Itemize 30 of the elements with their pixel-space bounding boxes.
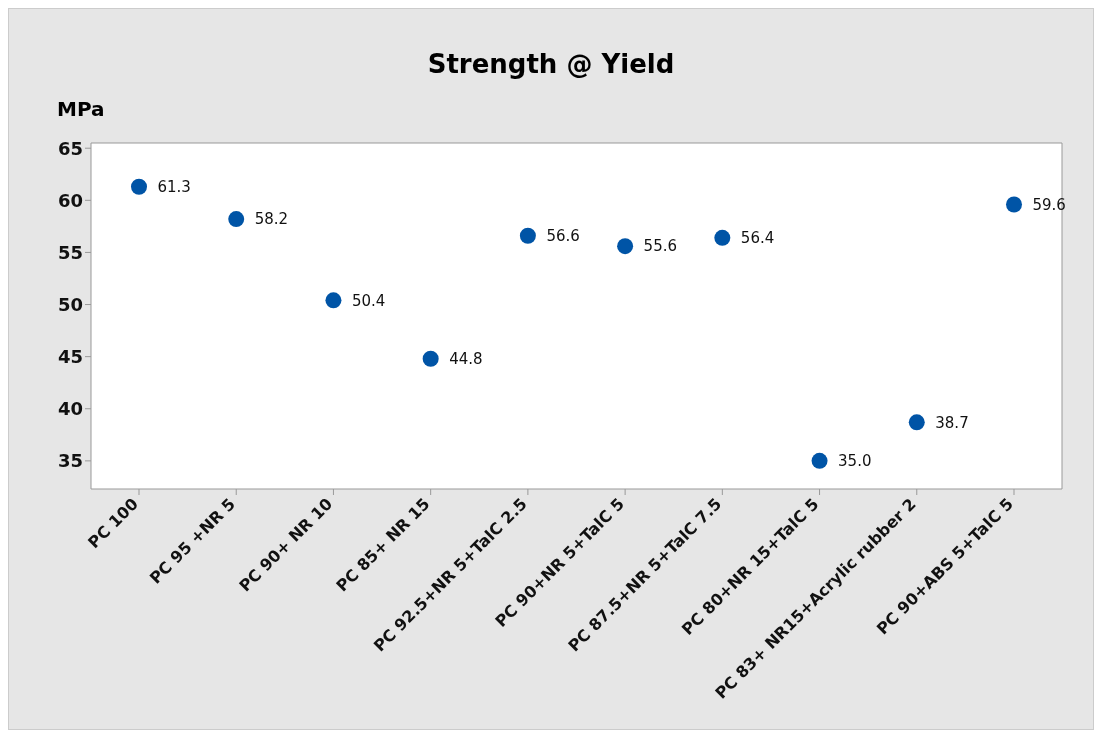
point — [617, 238, 634, 255]
y-tick-label: 55 — [57, 241, 83, 263]
data-label: 56.4 — [740, 229, 775, 248]
y-axis-title: MPa — [57, 97, 105, 121]
y-tick-label: 65 — [57, 137, 83, 159]
data-label: 44.8 — [449, 350, 483, 369]
data-label: 61.3 — [157, 178, 191, 197]
x-tick-label: PC 90+ NR 10 — [235, 494, 337, 596]
data-label: 35.0 — [838, 452, 872, 471]
y-tick-label: 40 — [57, 398, 83, 420]
data-label: 55.6 — [643, 237, 678, 256]
data-label: 59.6 — [1032, 195, 1066, 214]
y-tick-label: 60 — [57, 189, 83, 211]
data-label: 38.7 — [935, 413, 969, 432]
y-tick-label: 45 — [57, 346, 83, 368]
data-label: 56.6 — [546, 227, 580, 246]
point — [714, 229, 731, 246]
point — [811, 452, 828, 469]
point — [519, 227, 536, 244]
point — [131, 178, 147, 195]
data-label: 58.2 — [254, 210, 289, 229]
point — [1006, 196, 1022, 213]
chart-title: Strength @ Yield — [426, 49, 676, 79]
point — [325, 292, 342, 309]
point — [228, 211, 245, 228]
data-label: 50.4 — [351, 291, 386, 310]
point — [908, 414, 925, 431]
point — [422, 350, 439, 367]
y-tick-label: 35 — [57, 450, 83, 472]
y-tick-label: 50 — [57, 293, 83, 315]
